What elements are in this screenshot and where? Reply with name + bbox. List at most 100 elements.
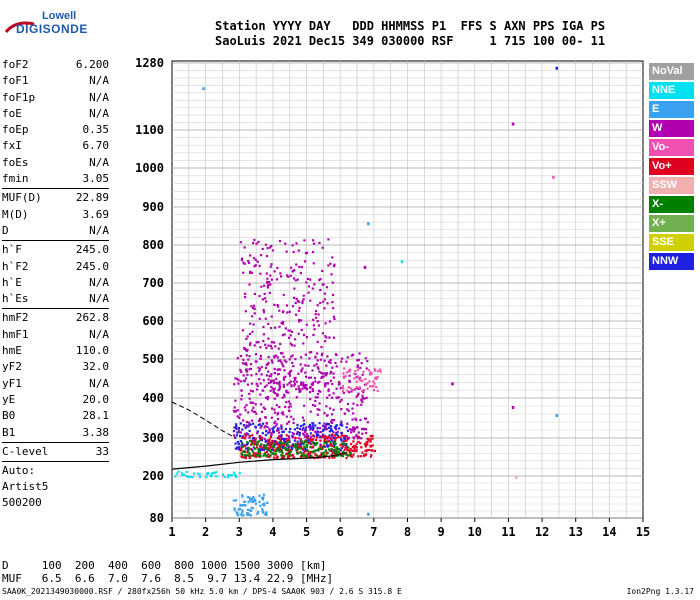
echo-point (372, 388, 376, 392)
echo-point (257, 448, 260, 451)
echo-point (282, 385, 286, 388)
echo-point (555, 66, 559, 70)
echo-point (215, 475, 218, 478)
echo-point (277, 445, 280, 448)
echo-point (314, 380, 317, 383)
echo-point (334, 428, 338, 431)
echo-point (243, 437, 247, 440)
echo-point (305, 323, 308, 326)
echo-point (244, 504, 247, 507)
echo-point (243, 453, 246, 457)
param-row: foEp 0.35 (2, 122, 109, 138)
software-version: Ion2Png 1.3.17 (626, 587, 694, 596)
echo-point (366, 360, 369, 363)
echo-point (356, 359, 359, 362)
echo-point (365, 441, 368, 444)
echo-point (319, 454, 323, 457)
echo-point (341, 454, 344, 457)
echo-point (259, 454, 262, 457)
param-value: N/A (89, 292, 109, 306)
echo-point (282, 413, 285, 416)
echo-point (323, 372, 326, 375)
echo-point (335, 424, 338, 427)
echo-point (243, 362, 247, 366)
echo-point (293, 428, 297, 431)
echo-point (334, 353, 338, 356)
echo-point (266, 247, 269, 250)
echo-point (316, 427, 319, 430)
echo-point (266, 439, 269, 442)
echo-point (242, 358, 245, 361)
param-separator (2, 441, 109, 443)
echo-point (373, 449, 377, 453)
echo-point (316, 430, 319, 433)
echo-point (305, 446, 309, 449)
echo-point (308, 442, 311, 445)
echo-point (357, 436, 361, 439)
echo-point (291, 434, 294, 437)
echo-point (251, 390, 254, 393)
echo-point (227, 474, 230, 477)
echo-point (273, 371, 277, 375)
echo-point (260, 443, 263, 446)
echo-point (243, 346, 246, 350)
echo-point (316, 359, 319, 362)
echo-point (280, 426, 283, 429)
file-info-footer: SAA0K_2021349030000.RSF / 280fx256h 50 k… (2, 587, 402, 596)
echo-point (279, 445, 283, 448)
echo-point (329, 361, 332, 364)
param-value: 6.200 (75, 58, 109, 71)
legend-item: NNW (649, 253, 694, 270)
legend-item: X+ (649, 215, 694, 232)
echo-point (287, 453, 291, 457)
echo-point (313, 364, 316, 367)
echo-point (294, 437, 297, 440)
echo-point (241, 509, 244, 512)
echo-point (281, 454, 284, 458)
echo-point (295, 263, 298, 266)
echo-point (269, 375, 272, 378)
echo-point (354, 444, 357, 448)
param-value: 0.35 (82, 123, 110, 137)
echo-point (345, 434, 348, 438)
echo-point (328, 444, 331, 447)
echo-point (325, 436, 329, 439)
echo-point (283, 444, 286, 448)
echo-point (295, 380, 298, 383)
echo-point (295, 242, 298, 245)
echo-point (275, 440, 278, 444)
echo-point (312, 324, 315, 327)
echo-point (352, 388, 355, 391)
echo-point (329, 262, 332, 265)
echo-point (328, 407, 332, 410)
echo-point (369, 455, 373, 458)
echo-point (337, 450, 341, 453)
echo-point (248, 367, 251, 371)
echo-point (336, 454, 339, 457)
echo-point (353, 445, 356, 448)
echo-point (321, 433, 325, 436)
echo-point (314, 453, 317, 456)
echo-point (237, 379, 240, 382)
echo-point (356, 426, 359, 429)
echo-point (278, 441, 281, 444)
echo-point (265, 363, 268, 366)
echo-point (317, 447, 320, 451)
echo-point (265, 384, 268, 387)
echo-point (249, 514, 252, 517)
echo-point (266, 425, 269, 429)
echo-point (240, 444, 243, 447)
param-value: 28.1 (82, 409, 110, 423)
echo-point (259, 504, 262, 507)
param-row: hmE 110.0 (2, 343, 109, 359)
echo-point (263, 502, 266, 505)
echo-point (271, 249, 274, 252)
echo-point (266, 398, 269, 401)
echo-point (319, 439, 322, 442)
autoscale-info: 500200 (2, 496, 42, 510)
echo-point (273, 392, 277, 395)
echo-point (366, 438, 369, 441)
param-name: foEp (2, 123, 29, 137)
echo-point (288, 371, 291, 375)
echo-point (334, 451, 337, 455)
